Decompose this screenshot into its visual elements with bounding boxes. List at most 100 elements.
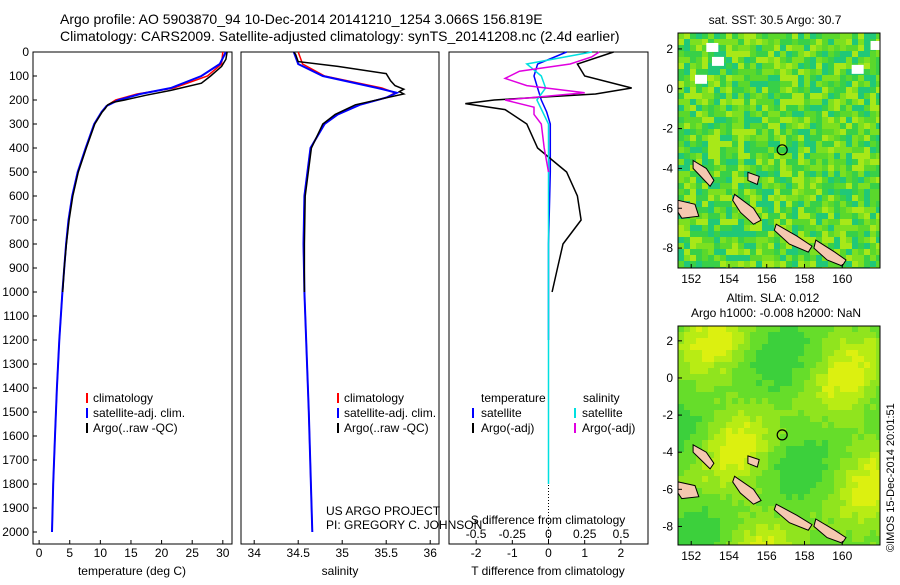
map-cell — [786, 123, 792, 129]
map-cell — [852, 105, 858, 111]
map-cell — [870, 374, 876, 380]
map-cell — [684, 51, 690, 57]
map-cell — [804, 530, 810, 536]
map-cell — [870, 243, 876, 249]
map-cell — [684, 434, 690, 440]
map-cell — [858, 446, 864, 452]
map-cell — [822, 45, 828, 51]
map-cell — [798, 81, 804, 87]
map-cell — [678, 380, 684, 386]
map-cell — [852, 207, 858, 213]
map-cell — [858, 368, 864, 374]
map-cell — [720, 368, 726, 374]
map-cell — [756, 386, 762, 392]
map-cell — [732, 261, 738, 267]
map-cell — [786, 362, 792, 368]
map-cell — [756, 374, 762, 380]
map-cell — [744, 338, 750, 344]
map-cell — [756, 57, 762, 63]
map-cell — [876, 332, 880, 338]
map-cell — [696, 488, 702, 494]
map-cell — [732, 386, 738, 392]
map-cell — [684, 344, 690, 350]
map-cell — [714, 506, 720, 512]
map-cell — [684, 189, 690, 195]
map-cell — [714, 518, 720, 524]
map-cell — [858, 476, 864, 482]
map-cell — [708, 392, 714, 398]
map-cell — [726, 452, 732, 458]
map-cell — [852, 494, 858, 500]
map-cell — [738, 506, 744, 512]
map-cell — [786, 458, 792, 464]
map-cell — [804, 338, 810, 344]
map-cell — [840, 147, 846, 153]
map-cell — [756, 243, 762, 249]
map-cell — [840, 243, 846, 249]
map-cell — [684, 87, 690, 93]
map-cell — [816, 159, 822, 165]
map-cell — [846, 105, 852, 111]
map-cell — [798, 398, 804, 404]
map-cell — [798, 434, 804, 440]
map-cell — [792, 69, 798, 75]
map-cell — [780, 243, 786, 249]
map-cell — [822, 428, 828, 434]
map-cell — [774, 542, 780, 545]
map-cell — [822, 207, 828, 213]
map-cell — [690, 237, 696, 243]
map-cell — [684, 404, 690, 410]
map-cell — [798, 171, 804, 177]
map-cell — [816, 75, 822, 81]
map-cell — [732, 536, 738, 542]
map-cell — [846, 87, 852, 93]
map-cell — [744, 63, 750, 69]
map-cell — [774, 201, 780, 207]
map-cell — [870, 165, 876, 171]
map-cell — [852, 398, 858, 404]
map-cell — [840, 39, 846, 45]
map-cell — [696, 470, 702, 476]
map-cell — [792, 153, 798, 159]
map-cell — [822, 189, 828, 195]
map-cell — [720, 123, 726, 129]
map-cell — [774, 494, 780, 500]
map-cell — [858, 243, 864, 249]
map-cell — [762, 63, 768, 69]
map-cell — [774, 404, 780, 410]
map-cell — [864, 87, 870, 93]
map-cell — [678, 446, 684, 452]
map-cell — [804, 368, 810, 374]
map-cell — [750, 249, 756, 255]
map-cell — [858, 201, 864, 207]
map-cell — [828, 225, 834, 231]
map-cell — [864, 231, 870, 237]
map-cell — [702, 213, 708, 219]
map-cell — [774, 398, 780, 404]
map-cell — [786, 368, 792, 374]
map-cell — [828, 410, 834, 416]
map-cell — [858, 225, 864, 231]
map-cell — [780, 374, 786, 380]
map-cell — [870, 404, 876, 410]
map-cell — [786, 159, 792, 165]
map-cell — [828, 362, 834, 368]
map-cell — [714, 392, 720, 398]
map-cell — [738, 147, 744, 153]
map-cell — [822, 416, 828, 422]
map-cell — [696, 51, 702, 57]
map-cell — [792, 464, 798, 470]
map-cell — [846, 440, 852, 446]
map-cell — [756, 165, 762, 171]
map-cell — [750, 117, 756, 123]
map-cell — [774, 177, 780, 183]
map-cell — [732, 428, 738, 434]
map-cell — [720, 332, 726, 338]
temperature-panel: 0100200300400500600700800900100011001200… — [2, 45, 233, 578]
map-cell — [834, 93, 840, 99]
map-cell — [720, 440, 726, 446]
map-cell — [768, 81, 774, 87]
map-cell — [684, 338, 690, 344]
map-cell — [738, 380, 744, 386]
